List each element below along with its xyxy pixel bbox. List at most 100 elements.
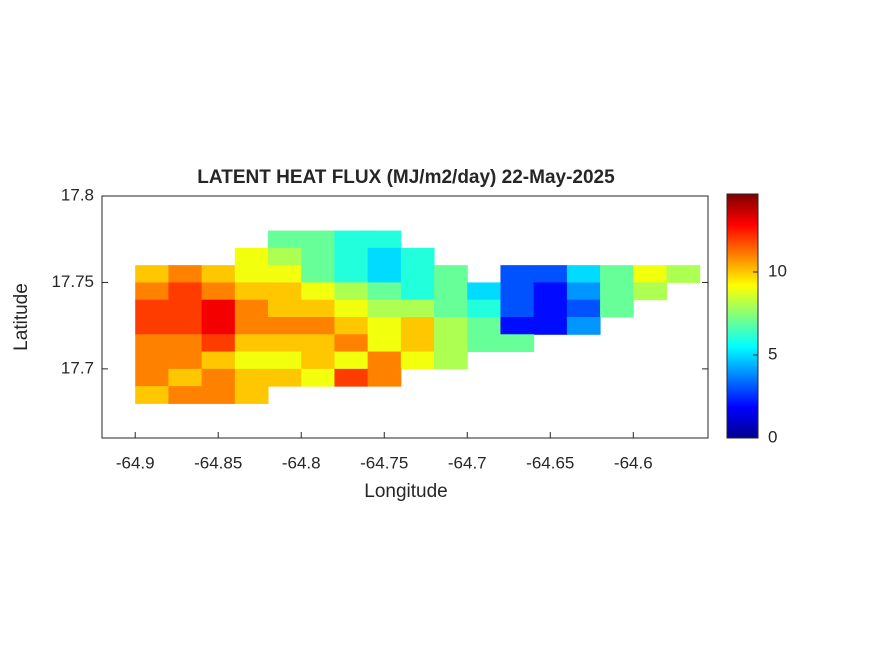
heat-cell [334,265,369,283]
heat-cell [633,265,667,283]
heat-cell [666,265,701,283]
heat-cell [500,299,535,318]
heat-cell [533,299,568,318]
heat-cell [234,282,269,301]
heat-cell [533,265,568,283]
heat-cell [135,282,169,301]
heat-cell [168,368,203,387]
heat-cell [566,265,601,283]
heat-cell [201,386,236,404]
heat-cell [600,282,634,301]
heat-cell [566,299,601,318]
heat-cell [168,351,203,370]
heat-cell [135,368,169,387]
heat-cell [201,351,236,370]
heat-cell [234,265,269,283]
heat-cell [201,368,236,387]
heat-cell [268,317,302,335]
heat-cell [434,334,468,353]
heat-cell [334,334,369,353]
heat-cell [135,351,169,370]
heat-cell [500,265,535,283]
heat-cell [301,368,335,387]
heat-cell [301,282,335,301]
heat-cell [533,282,568,301]
heat-cell [135,299,169,318]
heat-cell [301,265,335,283]
heat-cell [268,368,302,387]
heat-cell [201,265,236,283]
heat-cell [168,334,203,353]
heat-cell [301,230,335,249]
heat-cell [633,282,667,301]
y-tick-label: 17.8 [61,185,94,204]
heat-cell [135,334,169,353]
heat-cell [367,265,402,283]
heat-cell [400,299,435,318]
colorbar-tick-label: 10 [768,261,787,280]
heat-cell [168,386,203,404]
heat-cell [268,334,302,353]
heat-cell [600,265,634,283]
heat-cell [334,247,369,266]
heat-cell [334,368,369,387]
x-tick-label: -64.8 [282,453,321,472]
x-tick-label: -64.85 [194,453,242,472]
heat-cell [301,334,335,353]
heat-cell [434,317,468,335]
heat-cell [234,334,269,353]
heat-cell [168,299,203,318]
heat-cell [201,299,236,318]
colorbar-tick-label: 0 [768,427,777,446]
heat-cell [400,247,435,266]
heat-cell [201,282,236,301]
heat-cell [400,265,435,283]
colorbar [726,193,759,439]
heat-cell [135,386,169,404]
heat-cell [367,334,402,353]
heat-cell [533,317,568,335]
heat-cell [334,351,369,370]
heat-cell [268,282,302,301]
heat-cell [434,351,468,370]
heat-cell [268,265,302,283]
x-tick-label: -64.65 [526,453,574,472]
heat-cell [234,351,269,370]
colorbar-tick-label: 5 [768,344,777,363]
heat-cell [168,317,203,335]
heat-cell [301,299,335,318]
y-axis-label: Latitude [11,283,32,351]
x-tick-label: -64.7 [448,453,487,472]
heat-cell [301,317,335,335]
heat-cell [234,317,269,335]
heat-cell [600,299,634,318]
heat-cell [500,334,535,353]
x-axis-label: Longitude [364,481,447,502]
heat-cell [367,282,402,301]
heat-cell [367,247,402,266]
heat-cell [301,247,335,266]
heat-cell [434,299,468,318]
heat-cell [135,265,169,283]
heat-cell [268,299,302,318]
heat-cell [168,282,203,301]
heat-cell [500,317,535,335]
plot-frame [101,195,709,439]
heat-cell [234,368,269,387]
x-tick-label: -64.6 [614,453,653,472]
heat-cell [467,299,501,318]
heat-cell [566,282,601,301]
heat-cell [234,299,269,318]
heat-cell [367,351,402,370]
heat-cell [467,317,501,335]
heat-cell [367,299,402,318]
heat-cell [334,230,369,249]
y-tick-label: 17.7 [61,358,94,377]
x-tick-label: -64.9 [116,453,155,472]
heat-cell [434,265,468,283]
chart-title: LATENT HEAT FLUX (MJ/m2/day) 22-May-2025 [197,167,615,188]
heat-cell [201,334,236,353]
heat-cell [467,282,501,301]
heat-cell [367,317,402,335]
